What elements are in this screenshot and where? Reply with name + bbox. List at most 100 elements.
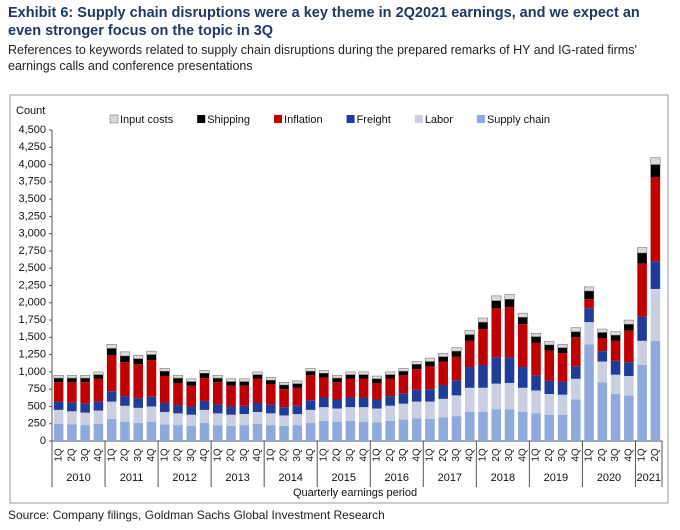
source: Source: Company filings, Goldman Sachs G…	[8, 508, 385, 522]
bar-segment	[53, 378, 64, 383]
legend-swatch	[197, 115, 206, 123]
bar-segment	[637, 316, 647, 341]
bar-segment	[425, 418, 435, 441]
bar-segment	[451, 351, 462, 357]
bar-segment	[199, 409, 210, 424]
y-tick-label: 1,250	[18, 349, 46, 361]
bar-segment	[624, 324, 634, 331]
bar-segment	[411, 369, 422, 390]
legend-label: Inflation	[284, 114, 323, 126]
bar-segment	[318, 370, 329, 374]
x-tick-label: 3Q	[239, 448, 250, 462]
bar-segment	[292, 387, 303, 406]
y-tick-label: 4,500	[18, 124, 46, 136]
bar-segment	[597, 328, 608, 333]
bar-segment	[624, 330, 634, 363]
bar-segment	[411, 364, 422, 370]
bar-segment	[252, 378, 263, 403]
bar-segment	[67, 382, 77, 403]
bar-segment	[319, 420, 329, 441]
bar-segment	[650, 288, 661, 341]
bar-segment	[106, 348, 117, 356]
bar-segment	[319, 397, 329, 408]
bar-segment	[358, 371, 369, 375]
bar-segment	[279, 382, 290, 386]
bar-segment	[411, 418, 422, 441]
y-tick-label: 2,750	[18, 245, 46, 257]
legend-swatch	[476, 115, 485, 123]
x-tick-label: 4Q	[252, 448, 263, 462]
bar-segment	[186, 414, 197, 426]
bar-segment	[464, 330, 475, 335]
bar-segment	[212, 404, 223, 414]
year-label: 2016	[385, 472, 409, 484]
bar-segment	[226, 406, 236, 415]
bar-segment	[173, 382, 183, 406]
x-tick-label: 2Q	[67, 448, 78, 462]
bar-segment	[531, 375, 541, 391]
bar-segment	[146, 354, 157, 361]
x-tick-label: 1Q	[478, 448, 489, 462]
bar-segment	[345, 378, 356, 398]
year-label: 2011	[120, 472, 144, 484]
bar-segment	[477, 317, 489, 323]
bar-segment	[650, 261, 661, 289]
bar-segment	[504, 409, 515, 441]
bar-segment	[279, 389, 289, 408]
bar-segment	[53, 423, 64, 441]
bar-segment	[398, 393, 409, 404]
bar-segment	[212, 425, 223, 441]
bar-segment	[159, 376, 170, 403]
bar-segment	[345, 397, 356, 408]
bar-segment	[239, 378, 250, 382]
year-label: 2012	[172, 472, 196, 484]
bar-segment	[650, 164, 661, 177]
bar-segment	[345, 374, 356, 379]
bar-segment	[199, 378, 210, 401]
bar-segment	[345, 371, 356, 375]
bar-segment	[106, 355, 117, 392]
bar-segment	[478, 411, 488, 441]
bar-segment	[425, 389, 435, 402]
bar-segment	[610, 340, 621, 361]
bar-segment	[279, 425, 289, 441]
bar-segment	[478, 364, 488, 388]
bar-segment	[199, 423, 210, 441]
x-tick-label: 2Q	[438, 448, 449, 462]
bar-segment	[212, 378, 223, 383]
bar-segment	[106, 343, 117, 349]
year-label: 2014	[278, 472, 302, 484]
x-tick-label: 2Q	[120, 448, 131, 462]
bar-segment	[120, 396, 130, 406]
bar-segment	[133, 358, 143, 365]
legend-swatch	[414, 115, 423, 123]
bar-segment	[252, 402, 263, 412]
x-tick-label: 3Q	[80, 448, 91, 462]
bar-segment	[80, 425, 90, 441]
bar-segment	[292, 414, 303, 426]
bar-segment	[173, 413, 183, 426]
x-tick-label: 1Q	[372, 448, 383, 462]
bar-segment	[571, 366, 581, 379]
bar-segment	[319, 407, 329, 421]
bar-segment	[199, 373, 210, 379]
legend-swatch	[346, 115, 355, 123]
x-tick-label: 4Q	[464, 448, 475, 462]
bar-segment	[120, 421, 130, 441]
bar-segment	[67, 402, 77, 412]
bar-segment	[637, 364, 647, 441]
x-tick-label: 3Q	[398, 448, 409, 462]
bar-segment	[464, 334, 475, 341]
bar-segment	[173, 405, 183, 414]
bar-segment	[624, 376, 634, 396]
bar-segment	[226, 381, 236, 386]
bar-segment	[358, 374, 369, 379]
bar-segment	[53, 409, 64, 424]
bar-segment	[517, 411, 528, 441]
year-label: 2021	[636, 472, 660, 484]
bar-segment	[517, 324, 528, 368]
bar-segment	[119, 351, 130, 357]
x-tick-label: 3Q	[186, 448, 197, 462]
x-tick-label: 2Q	[491, 448, 502, 462]
